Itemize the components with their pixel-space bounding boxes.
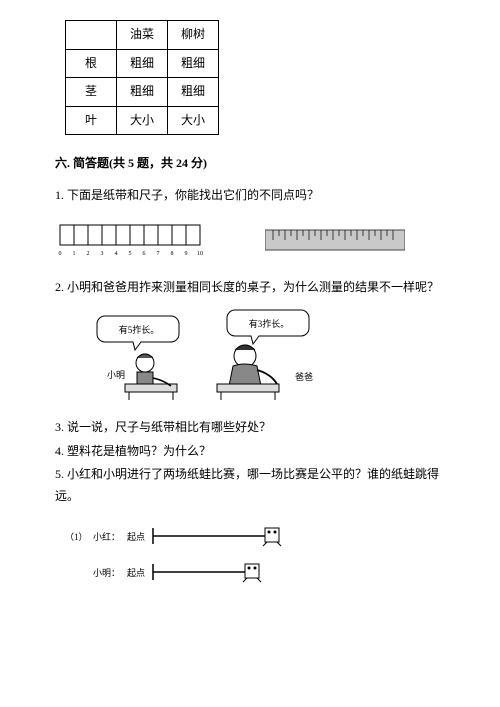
name-right: 爸爸 — [295, 371, 313, 382]
question-2-figure: 有5拃长。 有3拃长。 小明 爸爸 — [95, 308, 445, 403]
question-2-text: 2. 小明和爸爸用拃来测量相同长度的桌子，为什么测量的结果不一样呢？ — [55, 277, 445, 299]
svg-text:9: 9 — [185, 251, 188, 257]
row-label: （1） — [65, 532, 88, 542]
question-5-text: 5. 小红和小明进行了两场纸蛙比赛，哪一场比赛是公平的？谁的纸蛙跳得远。 — [55, 464, 445, 507]
paper-tape-figure: 0 1 2 3 4 5 6 7 8 9 10 — [55, 223, 205, 259]
name-left: 小明 — [107, 370, 125, 380]
start-label-1: 起点 — [127, 532, 145, 542]
question-3-text: 3. 说一说，尺子与纸带相比有哪些好处？ — [55, 417, 445, 439]
svg-text:2: 2 — [87, 251, 90, 257]
question-1-text: 1. 下面是纸带和尺子，你能找出它们的不同点吗？ — [55, 185, 445, 207]
section-title: 六. 简答题(共 5 题，共 24 分) — [55, 153, 445, 175]
table-cell — [66, 21, 117, 50]
table-cell: 大小 — [168, 106, 219, 135]
table-cell: 大小 — [117, 106, 168, 135]
question-5-figure: （1） 小红： 起点 小明： 起点 — [65, 518, 445, 598]
speech-right: 有3拃长。 — [249, 318, 290, 329]
table-cell: 粗细 — [168, 78, 219, 107]
question-1-figures: 0 1 2 3 4 5 6 7 8 9 10 — [55, 223, 445, 259]
svg-text:0: 0 — [59, 251, 62, 257]
question-4-text: 4. 塑料花是植物吗？为什么？ — [55, 441, 445, 463]
comparison-table: 油菜 柳树 根 粗细 粗细 茎 粗细 粗细 叶 大小 大小 — [65, 20, 219, 135]
table-cell: 油菜 — [117, 21, 168, 50]
speech-left: 有5拃长。 — [119, 324, 160, 335]
svg-text:6: 6 — [143, 251, 146, 257]
table-cell: 粗细 — [168, 49, 219, 78]
table-cell: 叶 — [66, 106, 117, 135]
table-row: 茎 粗细 粗细 — [66, 78, 219, 107]
svg-text:8: 8 — [171, 251, 174, 257]
table-cell: 粗细 — [117, 78, 168, 107]
table-row: 根 粗细 粗细 — [66, 49, 219, 78]
svg-text:7: 7 — [157, 251, 160, 257]
player-right-name: 小明： — [93, 568, 120, 578]
ruler-figure — [265, 228, 405, 254]
player-left-name: 小红： — [93, 531, 120, 542]
table-cell: 柳树 — [168, 21, 219, 50]
svg-text:3: 3 — [101, 251, 104, 257]
start-label-2: 起点 — [127, 568, 145, 578]
table-cell: 茎 — [66, 78, 117, 107]
svg-text:1: 1 — [73, 251, 76, 257]
table-row: 叶 大小 大小 — [66, 106, 219, 135]
svg-text:5: 5 — [129, 251, 132, 257]
table-cell: 根 — [66, 49, 117, 78]
svg-text:10: 10 — [197, 251, 203, 257]
table-row: 油菜 柳树 — [66, 21, 219, 50]
svg-text:4: 4 — [115, 251, 118, 257]
table-cell: 粗细 — [117, 49, 168, 78]
